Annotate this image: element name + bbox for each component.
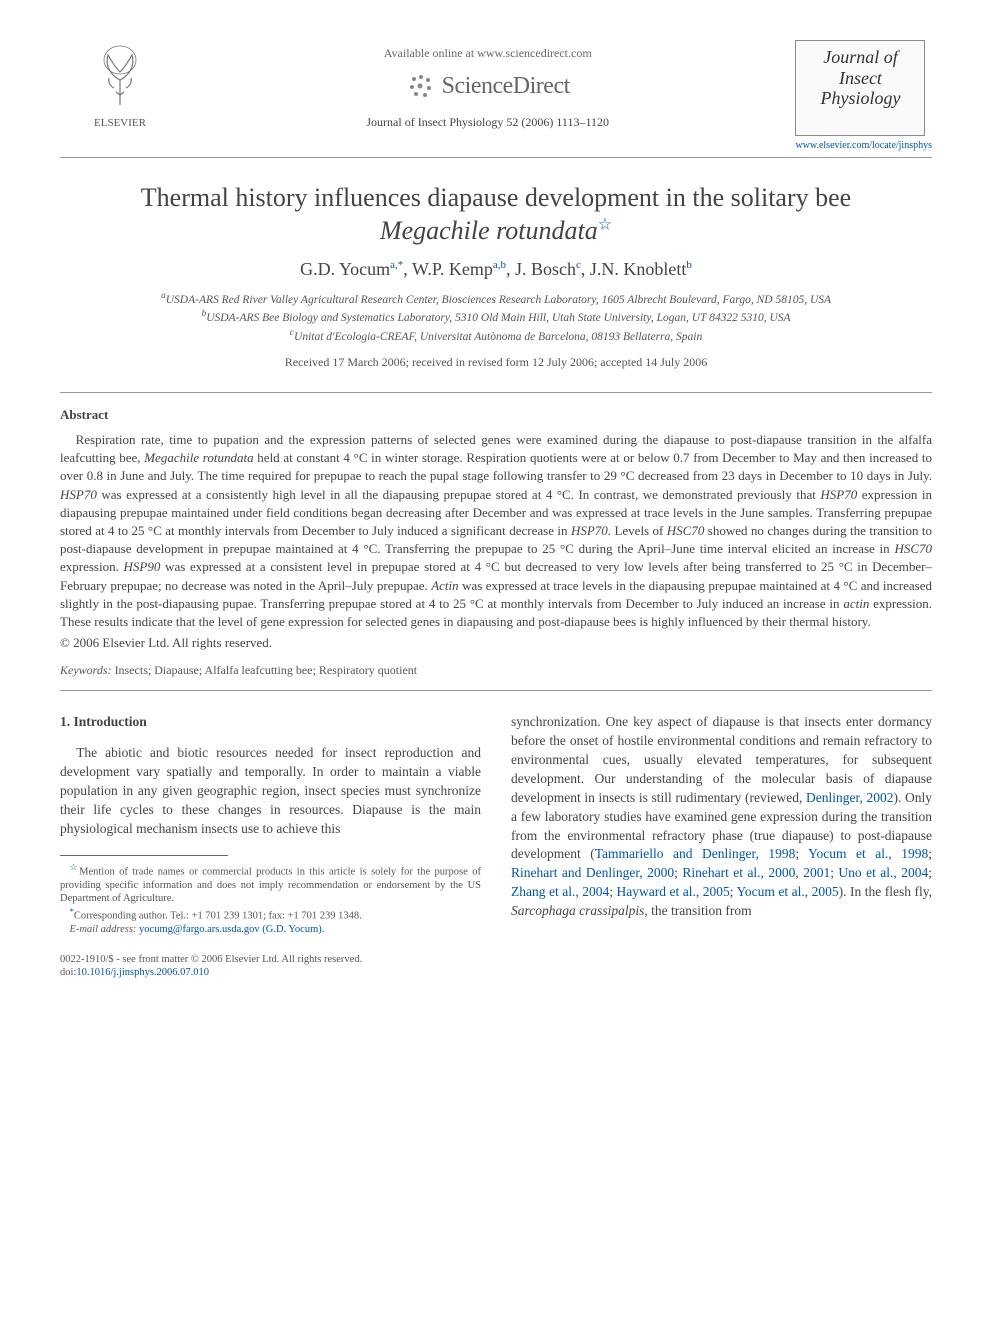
- publisher-name: ELSEVIER: [60, 117, 180, 129]
- doi-line: doi:10.1016/j.jinsphys.2006.07.010: [60, 966, 932, 980]
- abstract-bottom-rule: [60, 690, 932, 691]
- abstract-copyright: © 2006 Elsevier Ltd. All rights reserved…: [60, 635, 932, 651]
- bottom-meta: 0022-1910/$ - see front matter © 2006 El…: [60, 953, 932, 980]
- affiliations: aUSDA-ARS Red River Valley Agricultural …: [60, 290, 932, 345]
- footnote-email: E-mail address: yocumg@fargo.ars.usda.go…: [60, 923, 481, 937]
- keywords-text: Insects; Diapause; Alfalfa leafcutting b…: [112, 663, 418, 677]
- abstract-body: Respiration rate, time to pupation and t…: [60, 431, 932, 631]
- abstract-top-rule: [60, 392, 932, 393]
- authors: G.D. Yocuma,*, W.P. Kempa,b, J. Boschc, …: [60, 259, 932, 280]
- center-header: Available online at www.sciencedirect.co…: [180, 40, 795, 130]
- right-column: synchronization. One key aspect of diapa…: [511, 713, 932, 937]
- author: J. Boschc: [515, 259, 581, 279]
- keywords-label: Keywords:: [60, 663, 112, 677]
- intro-para-1: The abiotic and biotic resources needed …: [60, 744, 481, 838]
- citation-link[interactable]: Rinehart et al., 2000, 2001: [682, 865, 830, 880]
- keywords: Keywords: Insects; Diapause; Alfalfa lea…: [60, 663, 932, 678]
- intro-para-1-cont: synchronization. One key aspect of diapa…: [511, 713, 932, 921]
- journal-cover-title: Journal of Insect Physiology: [800, 47, 920, 109]
- affiliation: bUSDA-ARS Bee Biology and Systematics La…: [60, 308, 932, 326]
- title-species: Megachile rotundata: [380, 216, 598, 245]
- affiliation: aUSDA-ARS Red River Valley Agricultural …: [60, 290, 932, 308]
- sciencedirect-dots-icon: [406, 71, 436, 101]
- left-column: 1. Introduction The abiotic and biotic r…: [60, 713, 481, 937]
- journal-cover: Journal of Insect Physiology: [795, 40, 925, 136]
- affiliation: cUnitat d'Ecologia-CREAF, Universitat Au…: [60, 327, 932, 345]
- citation-link[interactable]: Zhang et al., 2004: [511, 884, 609, 899]
- abstract-heading: Abstract: [60, 407, 932, 423]
- citation-link[interactable]: Denlinger, 2002: [806, 790, 893, 805]
- journal-cover-block: Journal of Insect Physiology www.elsevie…: [795, 40, 932, 151]
- intro-heading: 1. Introduction: [60, 713, 481, 732]
- footnote-disclaimer: ☆Mention of trade names or commercial pr…: [60, 862, 481, 906]
- citation-link[interactable]: Tammariello and Denlinger, 1998: [595, 846, 796, 861]
- email-link[interactable]: yocumg@fargo.ars.usda.gov (G.D. Yocum).: [136, 924, 324, 935]
- publisher-block: ELSEVIER: [60, 40, 180, 129]
- author: J.N. Knoblettb: [590, 259, 692, 279]
- author: W.P. Kempa,b: [412, 259, 506, 279]
- doi-link[interactable]: 10.1016/j.jinsphys.2006.07.010: [76, 967, 209, 978]
- sciencedirect-logo: ScienceDirect: [180, 71, 795, 101]
- title-footnote-star[interactable]: ☆: [598, 216, 612, 233]
- available-online-text: Available online at www.sciencedirect.co…: [180, 46, 795, 61]
- citation-link[interactable]: Uno et al., 2004: [838, 865, 928, 880]
- header-row: ELSEVIER Available online at www.science…: [60, 40, 932, 151]
- elsevier-tree-icon: [90, 40, 150, 110]
- citation-link[interactable]: Yocum et al., 2005: [737, 884, 839, 899]
- author: G.D. Yocuma,*: [300, 259, 403, 279]
- body-columns: 1. Introduction The abiotic and biotic r…: [60, 713, 932, 937]
- received-dates: Received 17 March 2006; received in revi…: [60, 355, 932, 370]
- title-text: Thermal history influences diapause deve…: [141, 183, 851, 212]
- issn-line: 0022-1910/$ - see front matter © 2006 El…: [60, 953, 932, 967]
- footnote-star-icon: ☆: [69, 862, 79, 872]
- journal-url[interactable]: www.elsevier.com/locate/jinsphys: [795, 140, 932, 151]
- footnote-corresponding: *Corresponding author. Tel.: +1 701 239 …: [60, 906, 481, 923]
- citation-link[interactable]: Rinehart and Denlinger, 2000: [511, 865, 674, 880]
- footnote-rule: [60, 855, 228, 856]
- citation-link[interactable]: Yocum et al., 1998: [808, 846, 928, 861]
- email-label: E-mail address:: [69, 924, 136, 935]
- sciencedirect-text: ScienceDirect: [442, 73, 570, 100]
- journal-reference: Journal of Insect Physiology 52 (2006) 1…: [180, 115, 795, 130]
- header-rule: [60, 157, 932, 158]
- citation-link[interactable]: Hayward et al., 2005: [617, 884, 730, 899]
- article-title: Thermal history influences diapause deve…: [60, 182, 932, 247]
